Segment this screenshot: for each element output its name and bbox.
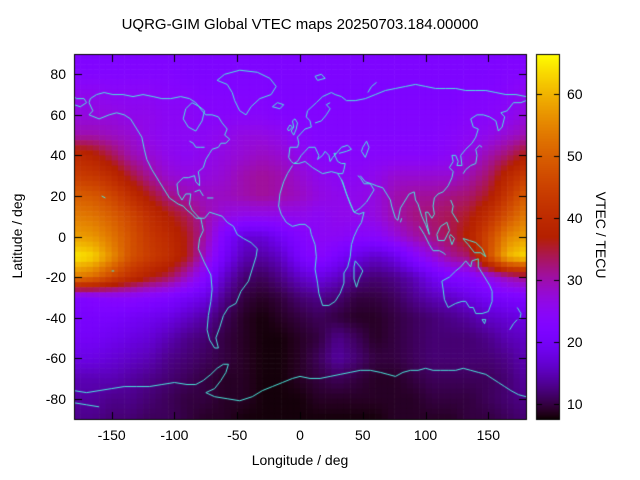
x-tick-label: 0	[296, 427, 304, 443]
y-tick-label: 40	[50, 147, 66, 164]
y-tick-label: 80	[50, 66, 66, 83]
colorbar-tick-label: 20	[567, 334, 583, 351]
y-tick-label: -80	[45, 390, 66, 407]
y-tick-label: -60	[45, 350, 66, 367]
x-tick-label: 50	[354, 427, 371, 443]
x-tick-label: 100	[413, 427, 438, 443]
y-tick-label: -20	[45, 269, 66, 286]
colorbar-tick-label: 60	[567, 86, 583, 103]
colorbar-tick-label: 10	[567, 396, 583, 413]
x-tick-label: -150	[97, 427, 126, 443]
x-tick-label: -100	[160, 427, 189, 443]
chart-title: UQRG-GIM Global VTEC maps 20250703.184.0…	[121, 16, 479, 33]
x-tick-label: 150	[476, 427, 500, 443]
y-tick-label: 60	[50, 106, 66, 123]
x-tick-label: -50	[227, 427, 248, 443]
y-tick-label: -40	[45, 309, 66, 326]
y-tick-label: 20	[50, 187, 66, 204]
colorbar-tick-label: 50	[567, 148, 583, 165]
y-tick-label: 0	[58, 228, 66, 245]
x-axis-label: Longitude / deg	[251, 452, 349, 468]
colorbar-tick-label: 30	[567, 272, 583, 289]
colorbar-tick-label: 40	[567, 210, 583, 227]
